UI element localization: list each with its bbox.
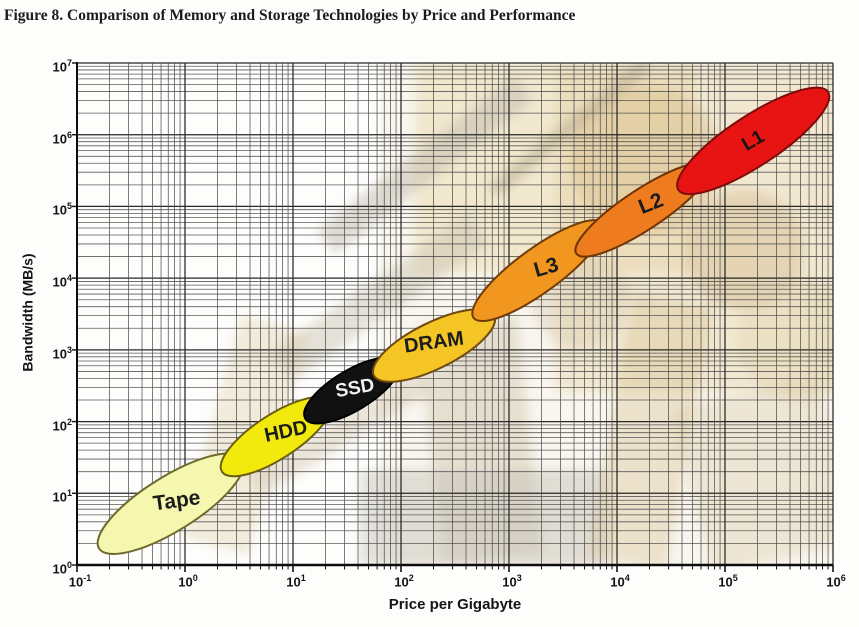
tick-exponent: 5 — [66, 201, 72, 212]
x-tick-label: 10-1 — [53, 570, 107, 590]
y-tick-label: 101 — [26, 485, 72, 505]
x-tick-label: 100 — [161, 570, 215, 590]
tick-exponent: 5 — [732, 573, 738, 583]
y-tick-label: 103 — [26, 342, 72, 362]
axes — [72, 62, 834, 572]
tick-exponent: 6 — [840, 573, 846, 583]
tick-exponent: 7 — [66, 58, 72, 68]
tick-base: 10 — [502, 574, 517, 590]
tick-base: 10 — [718, 574, 733, 590]
tick-base: 10 — [52, 561, 67, 577]
tick-base: 10 — [826, 574, 841, 590]
tick-exponent: -1 — [83, 573, 92, 583]
tick-exponent: 1 — [66, 488, 72, 499]
figure-title: Figure 8. Comparison of Memory and Stora… — [4, 7, 576, 24]
tick-base: 10 — [52, 274, 67, 290]
y-tick-label: 105 — [26, 198, 72, 218]
tick-exponent: 6 — [66, 129, 72, 140]
tick-base: 10 — [610, 574, 625, 590]
x-tick-label: 102 — [377, 570, 431, 590]
tick-exponent: 3 — [66, 344, 72, 355]
tick-base: 10 — [52, 59, 67, 75]
tick-exponent: 2 — [408, 573, 414, 583]
y-tick-label: 102 — [26, 414, 72, 434]
y-tick-label: 100 — [26, 557, 72, 577]
tick-base: 10 — [52, 131, 67, 147]
y-axis-title: Bandwidth (MB/s) — [19, 253, 36, 372]
tick-base: 10 — [52, 202, 67, 218]
tick-base: 10 — [68, 574, 84, 590]
tick-exponent: 3 — [516, 573, 522, 583]
tick-base: 10 — [52, 417, 67, 433]
tick-exponent: 2 — [66, 416, 72, 427]
x-axis-title: Price per Gigabyte — [388, 596, 522, 613]
tick-base: 10 — [286, 574, 301, 590]
x-tick-label: 103 — [485, 570, 539, 590]
tick-exponent: 4 — [66, 273, 72, 284]
y-tick-label: 104 — [26, 270, 72, 290]
y-tick-label: 106 — [26, 127, 72, 147]
x-tick-label: 104 — [593, 570, 647, 590]
x-tick-label: 101 — [269, 570, 323, 590]
y-tick-label: 107 — [26, 55, 72, 75]
x-tick-label: 106 — [809, 570, 859, 590]
tick-base: 10 — [394, 574, 409, 590]
tick-exponent: 0 — [66, 560, 72, 570]
tick-base: 10 — [52, 489, 67, 505]
x-tick-label: 105 — [701, 570, 755, 590]
tick-exponent: 1 — [300, 573, 306, 583]
tick-base: 10 — [178, 574, 193, 590]
tick-exponent: 4 — [624, 573, 630, 583]
tick-base: 10 — [52, 346, 67, 362]
tick-exponent: 0 — [192, 573, 198, 583]
ellipse-l1 — [676, 86, 831, 196]
